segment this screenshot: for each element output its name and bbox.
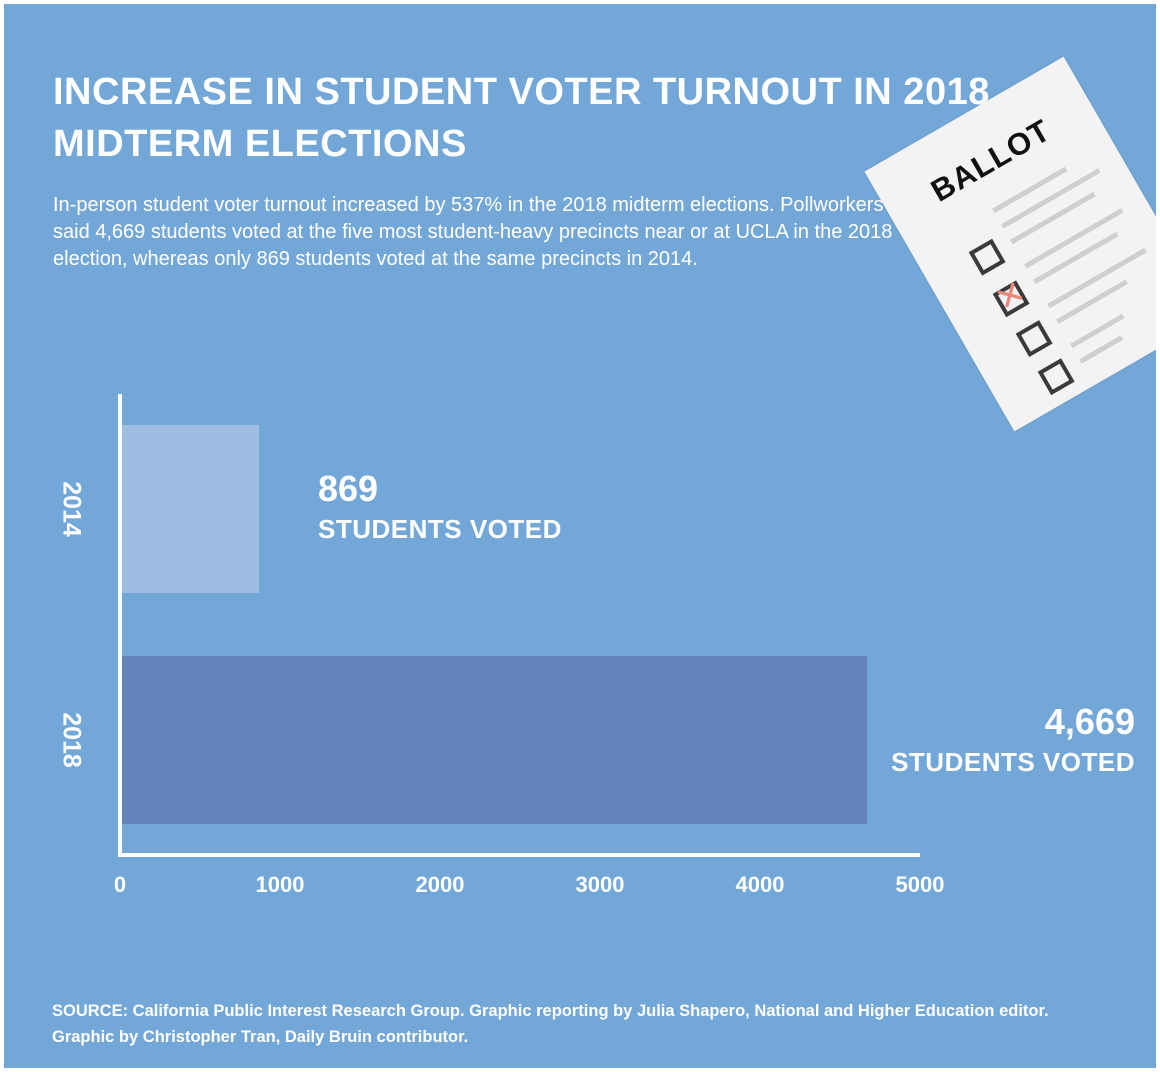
category-label-2014: 2014 — [57, 481, 85, 537]
x-tick-label: 0 — [114, 872, 126, 897]
x-tick-label: 2000 — [416, 872, 465, 897]
source-note: SOURCE: California Public Interest Resea… — [52, 1002, 1049, 1046]
data-label-value: 869 — [318, 468, 378, 509]
bar-chart: 0 1000 2000 3000 4000 5000 2014 2018 869 STUDENTS… — [57, 394, 1135, 897]
data-label-value: 4,669 — [1045, 701, 1135, 742]
bar-2014 — [120, 425, 260, 593]
data-label-unit: STUDENTS VOTED — [318, 514, 562, 544]
data-label-unit: STUDENTS VOTED — [891, 747, 1135, 777]
chart-title: INCREASE IN STUDENT VOTER TURNOUT IN 201… — [53, 71, 990, 165]
bar-2018 — [120, 656, 868, 824]
x-tick-label: 3000 — [576, 872, 625, 897]
category-label-2018: 2018 — [57, 712, 85, 768]
x-tick-label: 1000 — [256, 872, 305, 897]
x-tick-label: 5000 — [896, 872, 945, 897]
chart-subtitle: In-person student voter turnout increase… — [53, 194, 893, 270]
x-tick-label: 4000 — [736, 872, 785, 897]
infographic-panel: INCREASE IN STUDENT VOTER TURNOUT IN 201… — [4, 4, 1156, 1068]
